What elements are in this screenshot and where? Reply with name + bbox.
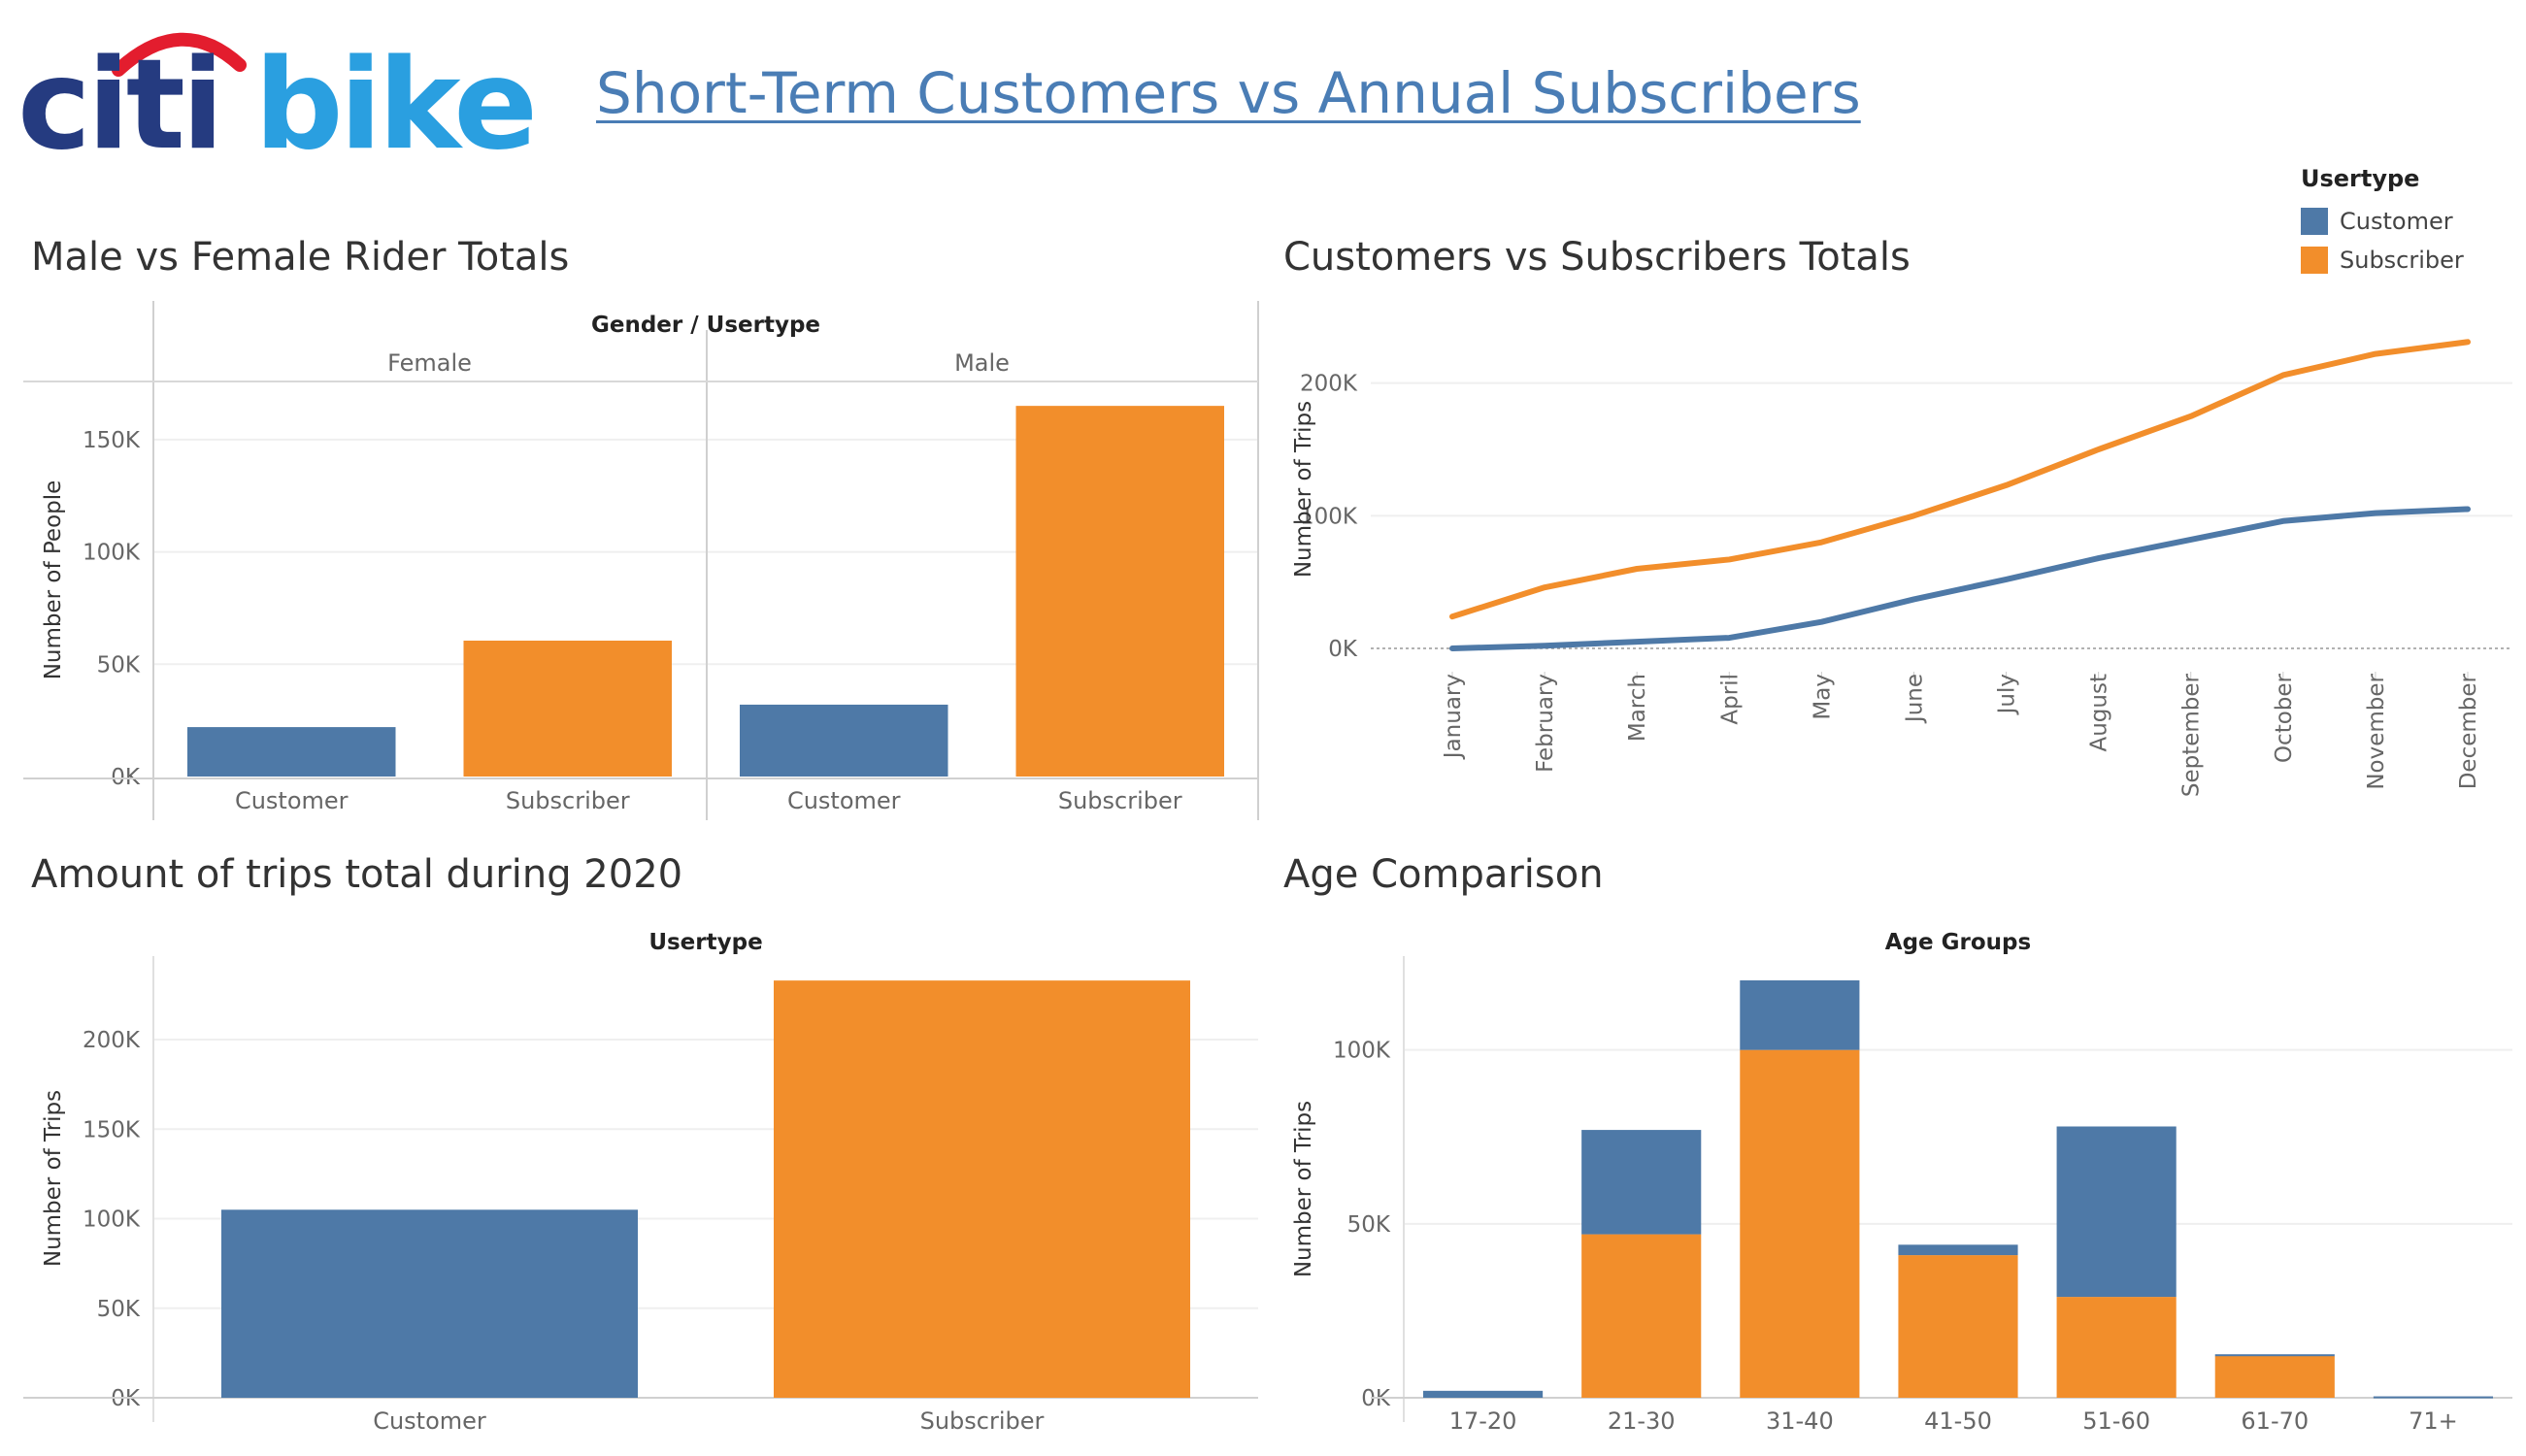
monthly-ytick-label: 200K (1300, 372, 1358, 397)
legend-swatch-customer (2301, 208, 2328, 235)
gender-bar-female-customer (187, 727, 396, 777)
monthly-ytick-label: 100K (1300, 504, 1358, 529)
gender-ylabel: Number of People (41, 480, 66, 680)
age-category-label: 71+ (2409, 1407, 2458, 1435)
gender-group-label: Male (954, 349, 1010, 377)
logo-text-citi: citi (17, 33, 220, 167)
legend-item-customer[interactable]: Customer (2301, 202, 2464, 241)
monthly-ylabel: Number of Trips (1291, 401, 1316, 578)
legend: Usertype Customer Subscriber (2301, 165, 2464, 280)
age-bar-customer (1423, 1390, 1544, 1398)
monthly-xtick-label: February (1533, 674, 1558, 773)
age-ylabel: Number of Trips (1291, 1101, 1316, 1277)
gender-ytick-label: 100K (83, 541, 141, 566)
gender-category-label: Customer (787, 787, 901, 814)
monthly-xtick-label: April (1717, 674, 1743, 725)
totals-ytick-label: 100K (83, 1208, 141, 1233)
panel-title-totals: Amount of trips total during 2020 (31, 852, 683, 897)
legend-label-customer: Customer (2340, 208, 2453, 235)
monthly-xtick-label: September (2179, 673, 2205, 797)
age-header: Age Groups (1885, 930, 2031, 955)
monthly-xtick-label: July (1995, 674, 2020, 715)
age-category-label: 31-40 (1766, 1407, 1834, 1435)
panel-title-age: Age Comparison (1283, 852, 1604, 897)
gender-bar-female-subscriber (463, 640, 672, 777)
gender-category-label: Customer (235, 787, 349, 814)
age-bar-customer (1898, 1244, 2018, 1256)
dashboard-title[interactable]: Short-Term Customers vs Annual Subscribe… (596, 60, 1861, 126)
panel-title-monthly: Customers vs Subscribers Totals (1283, 235, 1911, 280)
totals-ytick-label: 50K (97, 1297, 141, 1322)
age-ytick-label: 50K (1347, 1212, 1391, 1238)
age-bar-customer (2056, 1126, 2177, 1298)
monthly-xtick-label: October (2272, 673, 2297, 763)
totals-ytick-label: 150K (83, 1117, 141, 1142)
legend-swatch-subscriber (2301, 247, 2328, 274)
monthly-ytick-label: 0K (1328, 637, 1358, 662)
age-ytick-label: 100K (1333, 1039, 1391, 1064)
age-bar-subscriber (1898, 1255, 2018, 1398)
age-category-label: 51-60 (2082, 1407, 2150, 1435)
age-bar-subscriber (1740, 1049, 1860, 1398)
monthly-xtick-label: November (2364, 673, 2389, 789)
legend-item-subscriber[interactable]: Subscriber (2301, 241, 2464, 280)
monthly-line-subscriber (1449, 339, 2471, 620)
gender-ytick-label: 150K (83, 428, 141, 453)
monthly-xtick-label: January (1441, 674, 1466, 760)
monthly-xtick-label: May (1810, 674, 1835, 720)
age-bar-subscriber (2056, 1297, 2177, 1398)
age-category-label: 21-30 (1608, 1407, 1676, 1435)
monthly-xtick-label: March (1625, 674, 1650, 742)
age-bar-subscriber (2214, 1356, 2335, 1398)
age-category-label: 17-20 (1449, 1407, 1517, 1435)
age-category-label: 41-50 (1924, 1407, 1992, 1435)
gender-category-label: Subscriber (506, 787, 630, 814)
monthly-line-customer (1449, 506, 2471, 651)
age-bar-customer (2214, 1354, 2335, 1357)
legend-label-subscriber: Subscriber (2340, 247, 2464, 274)
age-bar-customer (1740, 980, 1860, 1050)
gender-category-label: Subscriber (1058, 787, 1182, 814)
age-bar-customer (1581, 1130, 1702, 1235)
monthly-xtick-label: December (2456, 673, 2481, 789)
gender-bar-male-subscriber (1015, 406, 1224, 777)
totals-header: Usertype (648, 930, 762, 955)
totals-category-label: Customer (373, 1407, 486, 1435)
legend-title: Usertype (2301, 165, 2420, 192)
logo-arc (112, 32, 247, 77)
totals-ylabel: Number of Trips (41, 1090, 66, 1267)
gender-header: Gender / Usertype (591, 313, 820, 338)
gender-bar-male-customer (740, 704, 948, 777)
age-category-label: 61-70 (2241, 1407, 2309, 1435)
citibike-logo: citi bike (17, 32, 538, 167)
age-bar-customer (2373, 1396, 2493, 1399)
panel-title-gender: Male vs Female Rider Totals (31, 235, 570, 280)
totals-bar-subscriber (774, 980, 1190, 1398)
gender-group-label: Female (387, 349, 472, 377)
totals-category-label: Subscriber (920, 1407, 1045, 1435)
totals-ytick-label: 200K (83, 1028, 141, 1053)
logo-text-bike: bike (254, 33, 534, 167)
monthly-xtick-label: August (2087, 674, 2112, 752)
monthly-xtick-label: June (1902, 674, 1927, 724)
totals-bar-customer (221, 1209, 638, 1398)
gender-ytick-label: 50K (97, 652, 141, 678)
age-bar-subscriber (1581, 1234, 1702, 1398)
